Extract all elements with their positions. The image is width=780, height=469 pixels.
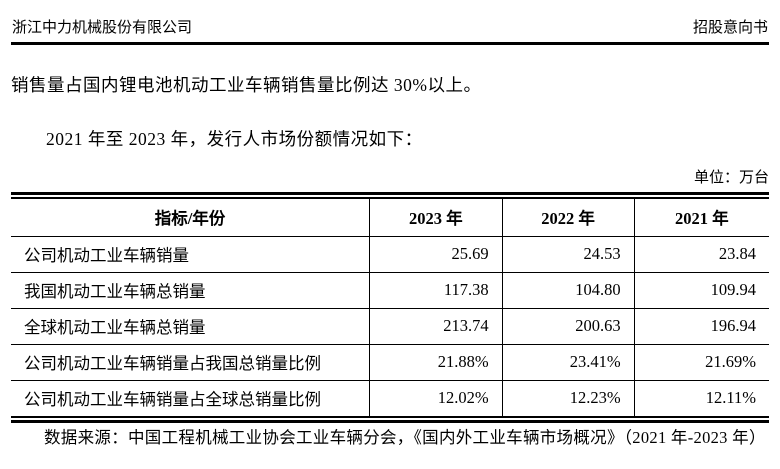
row-label: 公司机动工业车辆销量 bbox=[11, 236, 370, 273]
cell-value: 23.41% bbox=[501, 344, 635, 381]
table-row: 公司机动工业车辆销量占我国总销量比例 21.88% 23.41% 21.69% bbox=[11, 344, 769, 381]
cell-value: 109.94 bbox=[633, 272, 769, 309]
cell-value: 117.38 bbox=[369, 272, 503, 309]
running-header: 浙江中力机械股份有限公司 招股意向书 bbox=[11, 12, 769, 45]
column-header-2023: 2023 年 bbox=[369, 199, 503, 237]
cell-value: 21.88% bbox=[369, 344, 503, 381]
cell-value: 200.63 bbox=[501, 308, 635, 345]
row-label: 公司机动工业车辆销量占全球总销量比例 bbox=[24, 390, 321, 410]
row-label: 公司机动工业车辆销量占我国总销量比例 bbox=[11, 344, 370, 381]
table-top-double-rule bbox=[11, 192, 769, 199]
row-label: 全球机动工业车辆总销量 bbox=[11, 308, 370, 345]
cell-value: 12.02% bbox=[369, 380, 503, 416]
document-page: 浙江中力机械股份有限公司 招股意向书 销售量占国内锂电池机动工业车辆销售量比例达… bbox=[11, 12, 769, 447]
cell-value: 24.53 bbox=[501, 236, 635, 273]
table-row: 公司机动工业车辆销量 25.69 24.53 23.84 bbox=[11, 236, 769, 273]
doc-type-label: 招股意向书 bbox=[692, 20, 768, 36]
cell-value: 23.84 bbox=[633, 236, 769, 273]
column-header-metric: 指标/年份 bbox=[11, 199, 370, 237]
unit-label: 单位：万台 bbox=[693, 170, 769, 186]
cell-value: 25.69 bbox=[369, 236, 503, 273]
table-row: 我国机动工业车辆总销量 117.38 104.80 109.94 bbox=[11, 272, 769, 309]
cell-value: 104.80 bbox=[501, 272, 635, 309]
table-row: 全球机动工业车辆总销量 213.74 200.63 196.94 bbox=[11, 308, 769, 345]
paragraph-market-share-intro: 销售量占国内锂电池机动工业车辆销售量比例达 30%以上。 bbox=[11, 75, 482, 95]
cell-value: 12.23% bbox=[501, 380, 635, 416]
column-header-2021: 2021 年 bbox=[633, 199, 769, 237]
paragraph-table-lead-in: 2021 年至 2023 年，发行人市场份额情况如下： bbox=[46, 129, 423, 149]
table-bottom-double-rule bbox=[11, 416, 769, 423]
cell-value: 213.74 bbox=[369, 308, 503, 345]
table-header-row: 指标/年份 2023 年 2022 年 2021 年 bbox=[11, 199, 769, 237]
cell-value: 196.94 bbox=[633, 308, 769, 345]
company-name: 浙江中力机械股份有限公司 bbox=[12, 20, 193, 36]
table-row: 公司机动工业车辆销量占全球总销量比例 12.02% 12.23% 12.11% bbox=[11, 380, 769, 416]
column-header-2022: 2022 年 bbox=[501, 199, 635, 237]
cell-value: 21.69% bbox=[633, 344, 769, 381]
cell-value: 12.11% bbox=[633, 380, 769, 416]
row-label: 我国机动工业车辆总销量 bbox=[11, 272, 370, 309]
market-share-table: 指标/年份 2023 年 2022 年 2021 年 公司机动工业车辆销量 25… bbox=[11, 199, 769, 416]
data-source-note: 数据来源：中国工程机械工业协会工业车辆分会，《国内外工业车辆市场概况》（2021… bbox=[44, 428, 766, 447]
